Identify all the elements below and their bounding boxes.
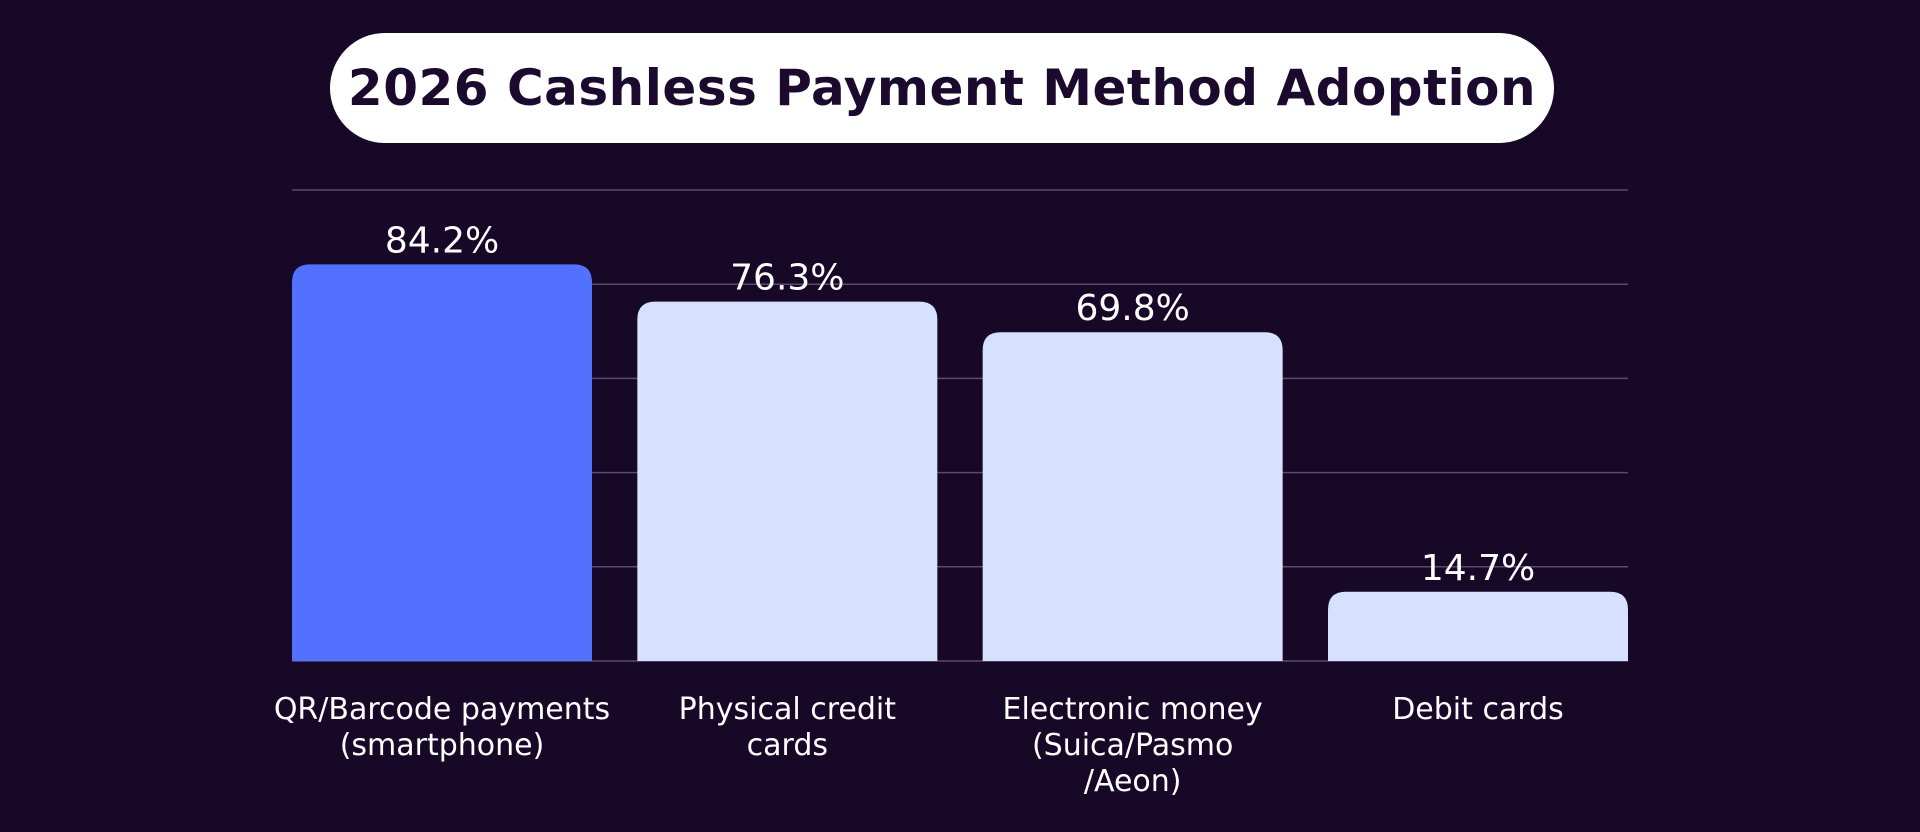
category-label-2: Electronic money (Suica/Pasmo/Aeon)	[1003, 692, 1263, 799]
bar-1	[637, 301, 938, 661]
category-label-line: cards	[747, 728, 828, 763]
bar-3	[1328, 591, 1628, 661]
value-label-3: 14.7%	[1421, 548, 1535, 589]
category-label-line: QR/Barcode payments	[274, 692, 610, 727]
category-label-0: QR/Barcode payments (smartphone)	[274, 692, 610, 763]
category-label-3: Debit cards	[1392, 692, 1564, 727]
chart-title-box: 2026 Cashless Payment Method Adoption	[330, 33, 1554, 143]
category-label-line: (smartphone)	[340, 728, 545, 763]
chart-title: 2026 Cashless Payment Method Adoption	[347, 59, 1537, 117]
value-label-0: 84.2%	[385, 220, 499, 261]
value-label-2: 69.8%	[1075, 288, 1189, 329]
bar-0	[292, 264, 592, 661]
category-labels: QR/Barcode payments (smartphone) Physical …	[274, 692, 1564, 799]
bars	[292, 264, 1628, 661]
category-label-line: Electronic money	[1003, 692, 1263, 727]
category-label-line: /Aeon)	[1084, 764, 1182, 799]
category-label-line: (Suica/Pasmo	[1032, 728, 1233, 763]
category-label-1: Physical credit cards	[679, 692, 897, 763]
value-label-1: 76.3%	[730, 258, 844, 299]
value-labels: 84.2% 76.3% 69.8% 14.7%	[385, 220, 1535, 588]
category-label-line: Debit cards	[1392, 692, 1564, 727]
bar-2	[982, 332, 1283, 661]
category-label-line: Physical credit	[679, 692, 897, 727]
